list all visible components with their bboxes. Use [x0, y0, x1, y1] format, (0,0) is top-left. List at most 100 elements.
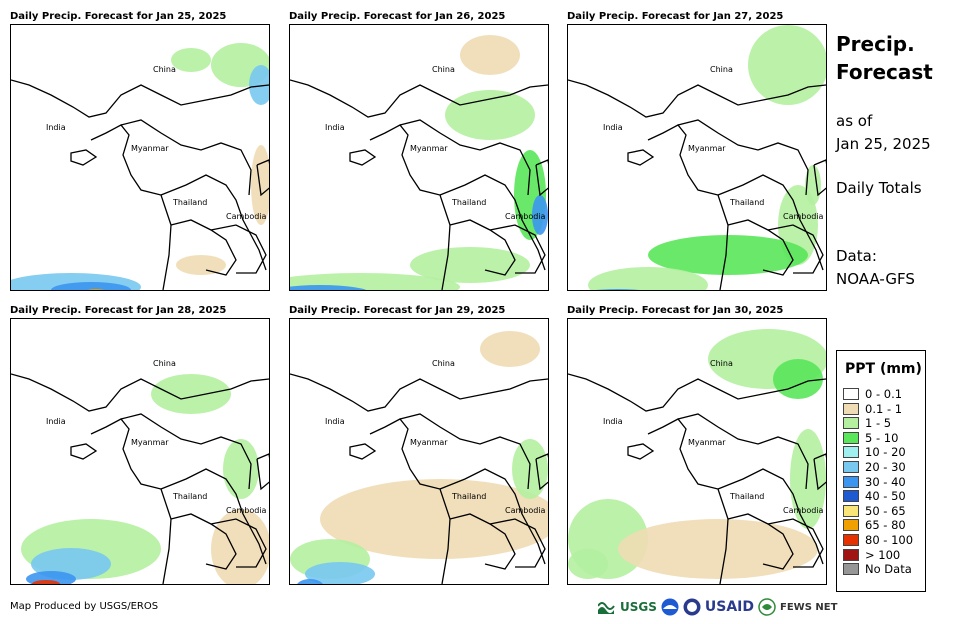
country-label-thailand: Thailand	[172, 492, 207, 501]
precip-area	[290, 285, 367, 290]
legend-swatch	[843, 490, 859, 503]
usgs-logo-icon	[598, 602, 615, 614]
country-border	[11, 79, 269, 118]
country-label-thailand: Thailand	[172, 198, 207, 207]
precip-area	[480, 331, 540, 367]
map-credit: Map Produced by USGS/EROS	[10, 601, 159, 612]
country-border	[170, 513, 237, 570]
legend-item: 20 - 30	[843, 460, 906, 474]
legend-label: 10 - 20	[865, 445, 906, 460]
agency-logos: USGS USAID FEWS NET	[598, 598, 837, 616]
legend-item: > 100	[843, 548, 900, 562]
country-border	[90, 124, 172, 290]
map-svg: China India Myanmar Thailand Cambodia	[568, 25, 826, 290]
usgs-logo-text: USGS	[620, 600, 657, 614]
panel-title: Daily Precip. Forecast for Jan 30, 2025	[567, 305, 784, 316]
country-border	[256, 453, 269, 491]
country-border	[535, 453, 548, 491]
legend-label: 5 - 10	[865, 430, 899, 445]
country-label-india: India	[46, 417, 66, 426]
country-border	[349, 149, 377, 166]
country-label-cambodia: Cambodia	[783, 506, 824, 515]
legend-label: > 100	[865, 547, 901, 562]
noaa-logo-icon	[661, 598, 679, 616]
country-label-thailand: Thailand	[729, 492, 764, 501]
side-title: Precip. Forecast	[836, 30, 933, 86]
side-title-line2: Forecast	[836, 60, 933, 84]
panel-title: Daily Precip. Forecast for Jan 25, 2025	[10, 11, 227, 22]
precip-map: China India Myanmar Thailand Cambodia	[567, 24, 827, 291]
country-border	[677, 413, 809, 490]
precip-area	[151, 374, 231, 414]
country-border	[160, 174, 267, 271]
country-label-myanmar: Myanmar	[131, 144, 169, 153]
precip-area	[773, 359, 823, 399]
country-border	[627, 149, 655, 166]
legend-swatch	[843, 417, 859, 430]
fews-net-globe-icon	[758, 598, 776, 616]
precip-area	[532, 195, 548, 235]
precip-area	[568, 549, 608, 579]
legend-label: 30 - 40	[865, 474, 906, 489]
precip-area	[588, 267, 708, 290]
country-label-india: India	[603, 123, 623, 132]
country-border	[813, 453, 826, 491]
country-border	[717, 468, 824, 565]
country-border	[647, 124, 729, 290]
country-border	[399, 413, 531, 490]
country-label-india: India	[325, 123, 345, 132]
legend-swatch	[843, 563, 859, 576]
country-label-myanmar: Myanmar	[410, 144, 448, 153]
country-border	[399, 119, 531, 196]
legend-label: 20 - 30	[865, 460, 906, 474]
panel-title: Daily Precip. Forecast for Jan 28, 2025	[10, 305, 227, 316]
country-label-cambodia: Cambodia	[226, 212, 267, 221]
country-border	[677, 119, 809, 196]
country-border	[120, 413, 252, 490]
legend-item: 10 - 20	[843, 445, 906, 459]
map-svg: China India Myanmar Thailand Cambodia	[11, 359, 269, 584]
country-border	[449, 219, 516, 276]
legend-label: 0 - 0.1	[865, 387, 903, 401]
legend-label: 50 - 65	[865, 503, 906, 518]
country-label-thailand: Thailand	[451, 198, 486, 207]
country-label-china: China	[710, 65, 733, 74]
precip-map: China India Myanmar Thailand Cambodia	[10, 24, 270, 291]
usaid-logo-text: USAID	[704, 599, 755, 615]
country-border	[568, 373, 826, 412]
precip-area	[790, 429, 826, 529]
country-border	[568, 79, 826, 118]
country-label-thailand: Thailand	[729, 198, 764, 207]
country-label-china: China	[153, 65, 176, 74]
legend-swatch	[843, 461, 859, 473]
country-border	[727, 219, 794, 276]
legend-swatch	[843, 475, 859, 488]
country-border	[70, 443, 98, 460]
legend-label: 65 - 80	[865, 518, 906, 533]
precip-area	[249, 65, 269, 105]
legend-swatch	[843, 548, 859, 561]
country-border	[70, 149, 98, 166]
legend-item: 40 - 50	[843, 489, 906, 503]
country-border	[11, 373, 269, 412]
country-border	[439, 174, 546, 271]
map-svg: China India Myanmar Thailand Cambodia	[290, 331, 548, 584]
panel-title: Daily Precip. Forecast for Jan 29, 2025	[289, 305, 506, 316]
legend-label: 40 - 50	[865, 489, 906, 504]
country-border	[535, 159, 548, 197]
precip-area	[445, 90, 535, 140]
country-border	[449, 513, 516, 570]
precip-area	[176, 255, 226, 275]
country-label-myanmar: Myanmar	[410, 438, 448, 447]
legend-label: 0.1 - 1	[865, 401, 903, 416]
precip-map: China India Myanmar Thailand Cambodia	[289, 318, 549, 585]
panel-title: Daily Precip. Forecast for Jan 26, 2025	[289, 11, 506, 22]
country-border	[369, 418, 451, 584]
precip-area	[223, 439, 259, 499]
map-svg: China India Myanmar Thailand Cambodia	[11, 43, 269, 290]
precip-area	[305, 562, 375, 584]
daily-totals-text: Daily Totals	[836, 179, 922, 197]
country-border	[489, 518, 546, 568]
country-label-cambodia: Cambodia	[226, 506, 267, 515]
precip-area	[805, 165, 821, 205]
